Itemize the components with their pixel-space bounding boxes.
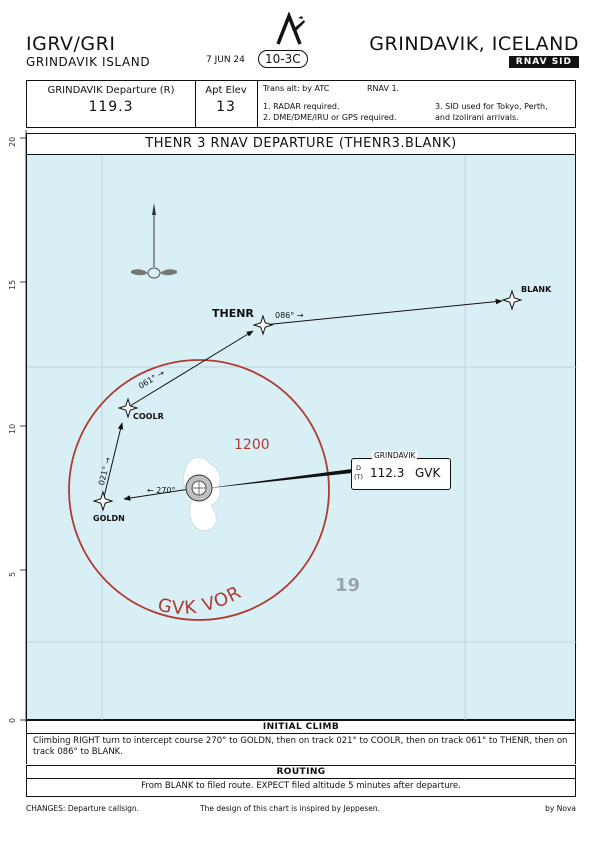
waypoint-blank-label: BLANK xyxy=(521,285,552,294)
procedure-title: THENR 3 RNAV DEPARTURE (THENR3.BLANK) xyxy=(26,133,576,155)
logo-icon xyxy=(276,12,305,45)
waypoint-goldn-icon xyxy=(92,490,114,512)
departure-frequency: 119.3 xyxy=(88,99,134,115)
waypoint-blank-icon xyxy=(501,289,523,311)
note-3a: 3. SID used for Tokyo, Perth, xyxy=(435,102,548,111)
navaid-ident: GVK xyxy=(415,466,441,480)
navaid-t-label: (T) xyxy=(354,473,364,481)
city-title: GRINDAVIK, ICELAND xyxy=(369,33,579,55)
waypoint-goldn-label: GOLDN xyxy=(93,514,125,523)
departure-cell: GRINDAVIK Departure (R) 119.3 xyxy=(27,81,196,127)
elevation-value: 13 xyxy=(216,99,236,115)
track-goldn-coolr xyxy=(102,422,124,502)
vor-icon xyxy=(185,474,213,502)
navaid-box: GRINDAVIK D (T) 112.3 GVK xyxy=(351,451,451,490)
note-1: 1. RADAR required. xyxy=(263,102,340,111)
initial-climb-text: Climbing RIGHT turn to intercept course … xyxy=(26,734,576,764)
waypoint-thenr-icon xyxy=(252,314,274,336)
departure-label: GRINDAVIK Departure (R) xyxy=(47,85,175,96)
navaid-d-label: D xyxy=(356,464,362,472)
runway-label: 19 xyxy=(335,575,361,596)
changes-note: CHANGES: Departure callsign. xyxy=(26,804,140,813)
note-3b: and Izolirani arrivals. xyxy=(435,113,519,122)
design-credit: The design of this chart is inspired by … xyxy=(200,804,381,813)
waypoint-coolr-label: COOLR xyxy=(133,412,164,421)
waypoint-thenr-label: THENR xyxy=(212,307,254,320)
elevation-label: Apt Elev xyxy=(205,85,247,96)
chart-map: GVK VOR THENR BLANK COOLR GOLDN 086° → 0… xyxy=(26,155,577,720)
airport-name: GRINDAVIK ISLAND xyxy=(26,55,151,69)
note-2: 2. DME/DME/IRU or GPS required. xyxy=(263,113,397,122)
author-credit: by Nova xyxy=(545,804,576,813)
navaid-name: GRINDAVIK xyxy=(372,451,418,460)
chart-type-badge: RNAV SID xyxy=(508,56,579,68)
rnav-note: RNAV 1. xyxy=(367,84,400,93)
elevation-cell: Apt Elev 13 xyxy=(195,81,258,127)
track-vor-goldn xyxy=(123,488,191,501)
comm-info-box: GRINDAVIK Departure (R) 119.3 Apt Elev 1… xyxy=(26,80,576,128)
routing-text: From BLANK to filed route. EXPECT filed … xyxy=(26,779,576,797)
navaid-frequency: 112.3 xyxy=(370,466,405,480)
msa-altitude: 1200 xyxy=(234,437,270,453)
msa-circle xyxy=(68,359,330,621)
navaid-leader xyxy=(201,469,352,489)
track-coolr-thenr xyxy=(129,330,254,407)
waypoint-coolr-icon xyxy=(117,397,139,419)
initial-climb-heading: INITIAL CLIMB xyxy=(26,720,576,734)
track-label-270: ← 270° xyxy=(147,486,176,495)
chart-date: 7 JUN 24 xyxy=(206,55,245,65)
routing-heading: ROUTING xyxy=(26,765,576,779)
chart-index: 10-3C xyxy=(258,50,308,68)
chart-plan-view: GVK VOR xyxy=(27,155,577,720)
track-thenr-blank xyxy=(262,298,503,326)
vor-arc-label: GVK VOR xyxy=(156,582,245,619)
track-label-086: 086° → xyxy=(275,311,304,320)
trans-alt: Trans alt: by ATC xyxy=(263,84,330,93)
airport-codes: IGRV/GRI xyxy=(26,33,116,55)
north-arrow-icon xyxy=(131,203,177,279)
